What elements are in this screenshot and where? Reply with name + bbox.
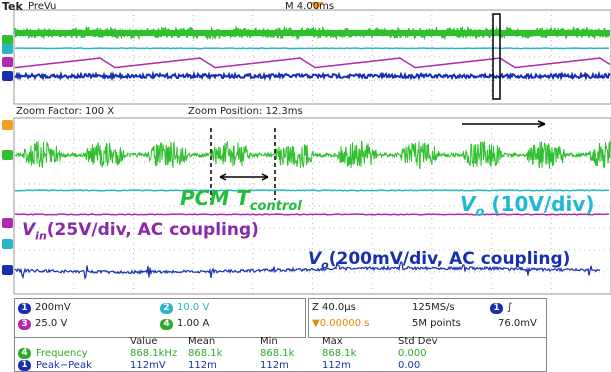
column-header: Value xyxy=(130,336,157,347)
trigger-marker xyxy=(2,120,13,130)
channel-marker xyxy=(2,150,13,160)
ch-scale: 1.00 A xyxy=(177,318,209,329)
text: V xyxy=(22,220,35,240)
column-header: Min xyxy=(260,336,278,347)
measurement-cell: 112m xyxy=(260,360,289,371)
text: 0.00000 s xyxy=(320,318,370,329)
trigger-position: ▼0.00000 s xyxy=(312,318,369,329)
trace-ch2-zoom xyxy=(15,190,609,191)
overview-frame xyxy=(14,10,611,104)
ch-scale: 25.0 V xyxy=(35,318,67,329)
text: control xyxy=(250,199,302,214)
measurement-cell: 868.1k xyxy=(260,348,294,359)
ch-setting: 4 1.00 A xyxy=(160,318,209,330)
measurement-cell: 0.000 xyxy=(398,348,427,359)
channel-marker xyxy=(2,265,13,275)
measurement-cell: 112m xyxy=(322,360,351,371)
zoom-factor: Zoom Factor: 100 X xyxy=(16,106,114,117)
sample-rate: 125MS/s xyxy=(412,302,455,313)
measurement-cell: 868.1k xyxy=(322,348,356,359)
ch-setting: 2 10.0 V xyxy=(160,302,209,314)
measurement-cell: 112m xyxy=(188,360,217,371)
column-header: Max xyxy=(322,336,343,347)
vo-dc-label: Vo (10V/div) xyxy=(460,192,595,220)
ch-badge: 1 xyxy=(18,303,31,314)
ch-scale: 200mV xyxy=(35,302,71,313)
text: (10V/div) xyxy=(484,192,594,216)
record-length: 5M points xyxy=(412,318,461,329)
text: V xyxy=(308,249,321,269)
ch-badge: 4 xyxy=(18,348,31,359)
text: o xyxy=(321,258,329,271)
zoom-position: Zoom Position: 12.3ms xyxy=(188,106,303,117)
ch-badge: 2 xyxy=(160,303,173,314)
text: (25V/div, AC coupling) xyxy=(47,220,259,240)
channel-marker xyxy=(2,218,13,228)
column-header: Mean xyxy=(188,336,215,347)
text: PCM T xyxy=(180,186,250,210)
measurement-name: Peak−Peak xyxy=(36,360,92,371)
channel-marker xyxy=(2,57,13,67)
measurement-cell: 868.1kHz xyxy=(130,348,177,359)
measurement-cell: 868.1k xyxy=(188,348,222,359)
vo-ac-label: Vo(200mV/div, AC coupling) xyxy=(308,249,570,271)
measurement-cell: 0.00 xyxy=(398,360,420,371)
ch-scale: 10.0 V xyxy=(177,302,209,313)
trigger-level: 76.0mV xyxy=(498,318,537,329)
measurement-cell: 112mV xyxy=(130,360,166,371)
ch-badge: 1 xyxy=(490,303,503,314)
ch-setting: 1 200mV xyxy=(18,302,71,314)
page: Tek PreVu M 4.00ms Zoom Factor: 100 X Zo… xyxy=(0,0,611,372)
zoom-scale: Z 40.0µs xyxy=(312,302,356,313)
trigger-source: 1∫ xyxy=(490,302,512,314)
brand: Tek xyxy=(2,0,23,13)
text: in xyxy=(35,229,47,242)
ch-badge: 4 xyxy=(160,319,173,330)
timebase: M 4.00ms xyxy=(285,1,334,12)
column-header: Std Dev xyxy=(398,336,438,347)
channel-marker xyxy=(2,239,13,249)
mode: PreVu xyxy=(28,1,56,12)
channel-marker xyxy=(2,71,13,81)
channel-marker xyxy=(2,44,13,54)
ch-setting: 3 25.0 V xyxy=(18,318,67,330)
trace-ch4 xyxy=(15,30,610,36)
vin-label: Vin(25V/div, AC coupling) xyxy=(22,220,259,242)
ch-badge: 3 xyxy=(18,319,31,330)
channel-marker xyxy=(2,35,13,45)
text: (200mV/div, AC coupling) xyxy=(329,249,571,269)
ch-badge: 1 xyxy=(18,360,31,371)
trace-ch2 xyxy=(15,48,609,49)
text: V xyxy=(460,192,475,216)
measurement-name: Frequency xyxy=(36,348,88,359)
pcm-label: PCM Tcontrol xyxy=(180,186,302,214)
